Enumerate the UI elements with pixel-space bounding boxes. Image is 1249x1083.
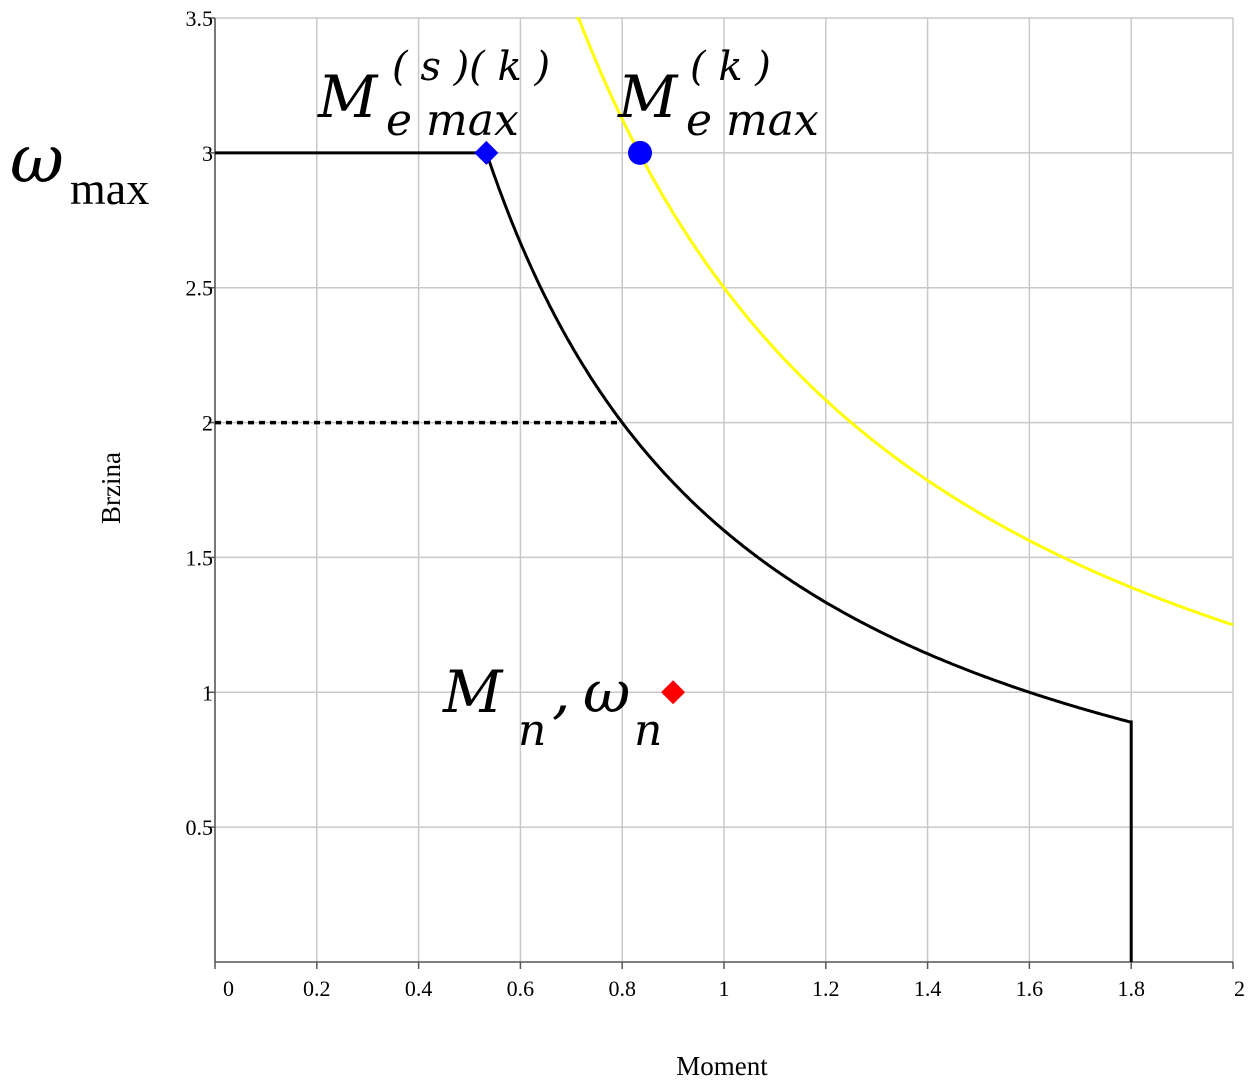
- y-tick-label: 1.5: [186, 545, 214, 570]
- grid: [214, 17, 1234, 962]
- svg-text:n: n: [518, 705, 546, 756]
- annotation-m-e-max-sk: M ( s )( k ) e max: [317, 44, 550, 146]
- svg-text:( s )( k ): ( s )( k ): [392, 44, 550, 90]
- x-axis-title: Moment: [676, 1051, 768, 1081]
- x-tick-label: 0.4: [405, 976, 433, 1001]
- x-tick-label: 0.6: [507, 976, 535, 1001]
- svg-text:e max: e max: [686, 95, 819, 146]
- x-tick-label: 1.6: [1016, 976, 1044, 1001]
- points: [474, 140, 686, 705]
- x-tick-label: 2: [1234, 976, 1245, 1001]
- y-tick-label: 2: [202, 411, 213, 436]
- x-tick-label: 0: [223, 976, 234, 1001]
- tick-labels: 0 0.2 0.4 0.6 0.8 1 1.2 1.4 1.6 1.8 2 0.5 1 1.5 2 2.5 3 3…: [186, 6, 1246, 1001]
- svg-text:e max: e max: [386, 95, 519, 146]
- y-tick-label: 0.5: [186, 815, 214, 840]
- axes: [208, 17, 1234, 969]
- svg-text:n: n: [634, 705, 662, 756]
- svg-text:M: M: [617, 63, 679, 131]
- annotation-mn-omega-n: M n , ω n: [442, 658, 662, 756]
- x-tick-label: 0.2: [303, 976, 331, 1001]
- x-tick-label: 1: [719, 976, 730, 1001]
- series-line-2: [575, 16, 1234, 627]
- x-tick-label: 1.2: [812, 976, 840, 1001]
- annotation-m-e-max-k: M ( k ) e max: [617, 44, 819, 146]
- y-tick-label: 3: [202, 141, 213, 166]
- series-line-1: [215, 151, 1133, 962]
- point-diamond-1: [474, 140, 499, 165]
- y-tick-label: 1: [202, 680, 213, 705]
- svg-text:M: M: [317, 63, 379, 131]
- y-tick-label: 3.5: [186, 6, 214, 31]
- y-axis-title: Brzina: [96, 452, 126, 524]
- svg-text:,: ,: [552, 658, 570, 726]
- svg-text:M: M: [442, 658, 504, 726]
- svg-text:ω: ω: [10, 121, 64, 198]
- point-diamond-3: [661, 680, 686, 705]
- x-tick-label: 1.4: [914, 976, 942, 1001]
- x-tick-label: 1.8: [1117, 976, 1145, 1001]
- svg-text:ω: ω: [583, 658, 630, 726]
- annotation-omega-max: ω max: [10, 121, 149, 214]
- svg-text:( k ): ( k ): [690, 44, 771, 90]
- point-circle-2: [628, 140, 653, 165]
- y-tick-label: 2.5: [186, 276, 214, 301]
- x-tick-label: 0.8: [608, 976, 636, 1001]
- series: [215, 16, 1234, 962]
- svg-text:max: max: [70, 163, 149, 214]
